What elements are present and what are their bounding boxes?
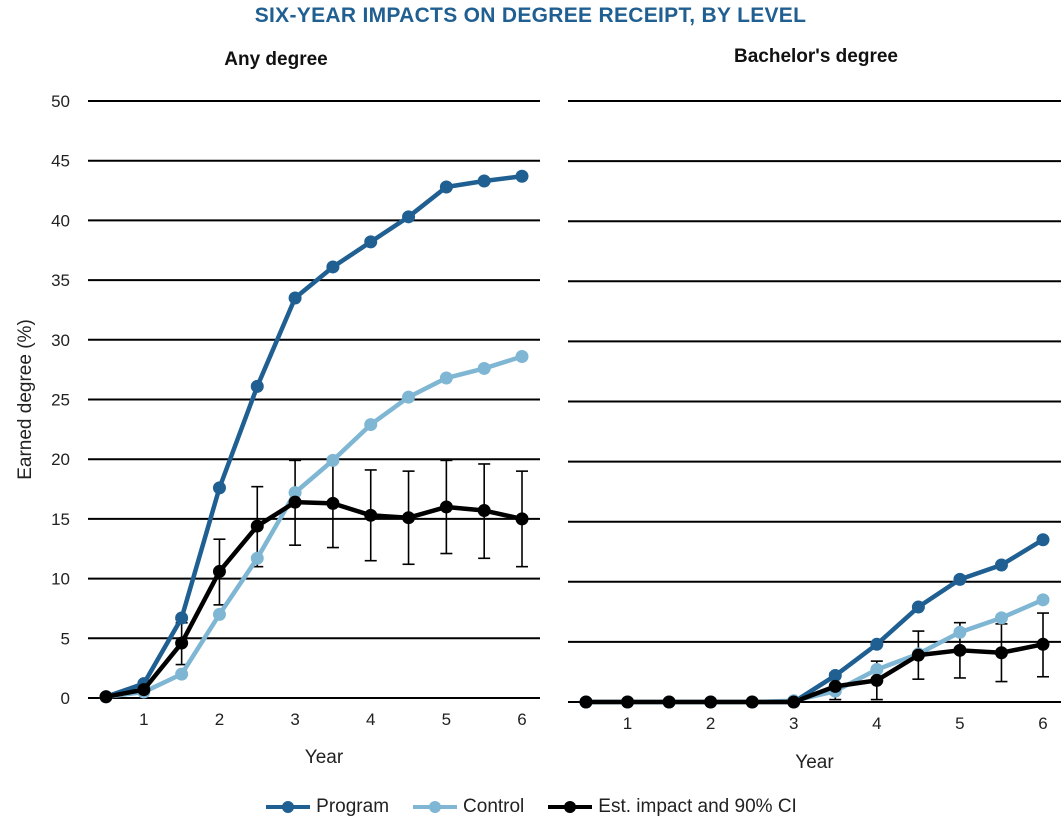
panel1-xtick-label: 2 — [215, 710, 224, 729]
panel1-xtick-label: 1 — [139, 710, 148, 729]
panel1-point-control — [477, 361, 491, 375]
panel1-point-program — [326, 260, 340, 274]
panel1-point-control — [439, 371, 453, 385]
legend-swatch-program — [266, 801, 311, 813]
panel2-xtick-label: 3 — [789, 714, 798, 733]
panel1-point-control — [326, 453, 340, 467]
panel1-point-impact — [439, 500, 453, 514]
panel1-xtick-label: 5 — [442, 710, 451, 729]
panel2-point-program — [828, 669, 842, 683]
panel2-point-impact — [704, 695, 718, 709]
legend-swatch-control — [413, 801, 458, 813]
panel1-point-impact — [326, 496, 340, 510]
panel2-xtick-label: 1 — [623, 714, 632, 733]
panel2-point-program — [1036, 533, 1050, 547]
panel2-point-program — [994, 558, 1008, 572]
panel1-ytick-label: 35 — [51, 271, 70, 290]
panel2-point-impact — [828, 679, 842, 693]
panel1-xtick-label: 3 — [290, 710, 299, 729]
panel1-point-impact — [175, 636, 189, 650]
panel1-point-impact — [364, 508, 378, 522]
panel2-point-impact — [953, 643, 967, 657]
legend-label-program: Program — [316, 796, 390, 817]
panel1-point-program — [364, 235, 378, 249]
panel1-point-control — [175, 667, 189, 681]
panel1-point-control — [250, 551, 264, 565]
panel1-point-impact — [99, 690, 113, 704]
panel2-point-impact — [911, 648, 925, 662]
panel1-point-program — [250, 379, 264, 393]
legend-item-impact: Est. impact and 90% CI — [546, 796, 797, 818]
panel1-xlabel: Year — [305, 747, 344, 768]
legend: Program Control Est. impact and 90% CI — [0, 796, 1061, 818]
panel1-series-line-impact — [105, 499, 523, 700]
panel1-ytick-label: 40 — [51, 211, 70, 230]
panel1-ytick-label: 25 — [51, 391, 70, 410]
panel1-point-impact — [250, 519, 264, 533]
panel2-xlabel: Year — [795, 752, 834, 773]
panel1-point-program — [515, 169, 529, 183]
panel2-point-program — [953, 572, 967, 586]
panel2-point-impact — [621, 695, 635, 709]
panel2-point-program — [911, 600, 925, 614]
panel2-title: Bachelor's degree — [734, 46, 898, 67]
panel1-point-control — [515, 350, 529, 364]
panel2-point-impact — [1036, 637, 1050, 651]
panel2-point-control — [994, 611, 1008, 625]
panel2-series-line-program — [586, 537, 1045, 705]
chart-main-title: SIX-YEAR IMPACTS ON DEGREE RECEIPT, BY L… — [254, 4, 807, 27]
panel2-xtick-label: 4 — [872, 714, 881, 733]
panel1-ylabel: Earned degree (%) — [15, 319, 36, 480]
panel1-point-program — [402, 210, 416, 224]
panel1-point-program — [175, 611, 189, 625]
panel1-point-impact — [402, 511, 416, 525]
panel1-title: Any degree — [224, 49, 327, 70]
panel2-point-control — [1036, 593, 1050, 607]
panel2-point-impact — [579, 695, 593, 709]
panel1-point-impact — [515, 512, 529, 526]
panel1-ytick-label: 0 — [61, 689, 70, 708]
legend-label-control: Control — [463, 796, 525, 817]
panel1-xtick-label: 4 — [366, 710, 375, 729]
panel2-point-program — [870, 637, 884, 651]
panel1-ytick-label: 45 — [51, 152, 70, 171]
panel2-point-control — [953, 625, 967, 639]
panel1-xtick-label: 6 — [517, 710, 526, 729]
panel2-point-control — [870, 663, 884, 677]
panel2-point-impact — [662, 695, 676, 709]
panel1-ytick-label: 5 — [61, 629, 70, 648]
panel2-xtick-label: 2 — [706, 714, 715, 733]
panel1-point-impact — [288, 495, 302, 509]
panel2-series-line-impact — [586, 642, 1044, 705]
panel1-point-control — [364, 418, 378, 432]
panel1-point-impact — [477, 504, 491, 518]
panel2-point-impact — [787, 695, 801, 709]
panel1-ytick-label: 20 — [51, 450, 70, 469]
legend-label-impact: Est. impact and 90% CI — [598, 796, 797, 817]
panel1-point-program — [439, 180, 453, 194]
panel1-series-line-program — [105, 173, 523, 699]
legend-swatch-impact — [548, 801, 593, 813]
panel1-ytick-label: 10 — [51, 570, 70, 589]
legend-item-control: Control — [411, 796, 524, 818]
panel1-point-control — [212, 607, 226, 621]
panel2-xtick-label: 5 — [955, 714, 964, 733]
panel1-ytick-label: 30 — [51, 331, 70, 350]
panel1-point-impact — [137, 683, 151, 697]
panel1-series-line-control — [105, 354, 523, 700]
panel2-point-impact — [870, 673, 884, 687]
panel2-xtick-label: 6 — [1038, 714, 1047, 733]
panel1-point-control — [288, 486, 302, 500]
panel1-point-impact — [212, 564, 226, 578]
panel1-point-program — [288, 291, 302, 305]
panel2-point-impact — [994, 646, 1008, 660]
panel1-point-program — [477, 174, 491, 188]
panel1-ytick-label: 15 — [51, 510, 70, 529]
legend-item-program: Program — [264, 796, 389, 818]
panel1-ytick-label: 50 — [51, 92, 70, 111]
panel1-point-program — [212, 481, 226, 495]
panel2-point-impact — [745, 695, 759, 709]
panel1-point-control — [402, 390, 416, 404]
